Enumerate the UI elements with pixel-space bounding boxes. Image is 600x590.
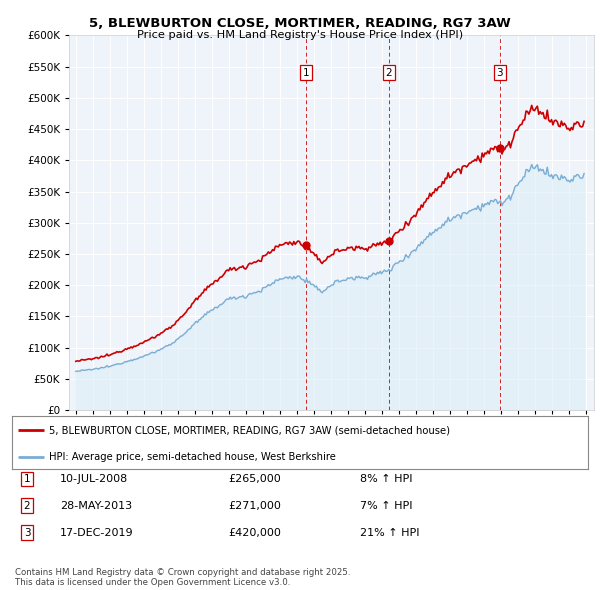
Text: 7% ↑ HPI: 7% ↑ HPI (360, 501, 413, 510)
Text: 1: 1 (23, 474, 31, 484)
Text: 3: 3 (497, 68, 503, 78)
Text: Price paid vs. HM Land Registry's House Price Index (HPI): Price paid vs. HM Land Registry's House … (137, 30, 463, 40)
Text: 5, BLEWBURTON CLOSE, MORTIMER, READING, RG7 3AW: 5, BLEWBURTON CLOSE, MORTIMER, READING, … (89, 17, 511, 30)
Text: 1: 1 (302, 68, 309, 78)
Text: 28-MAY-2013: 28-MAY-2013 (60, 501, 132, 510)
Text: 8% ↑ HPI: 8% ↑ HPI (360, 474, 413, 484)
Text: 21% ↑ HPI: 21% ↑ HPI (360, 528, 419, 537)
Text: 5, BLEWBURTON CLOSE, MORTIMER, READING, RG7 3AW (semi-detached house): 5, BLEWBURTON CLOSE, MORTIMER, READING, … (49, 425, 451, 435)
Text: 10-JUL-2008: 10-JUL-2008 (60, 474, 128, 484)
Text: 3: 3 (23, 528, 31, 537)
Text: 17-DEC-2019: 17-DEC-2019 (60, 528, 134, 537)
Text: £271,000: £271,000 (228, 501, 281, 510)
Text: 2: 2 (385, 68, 392, 78)
Text: £420,000: £420,000 (228, 528, 281, 537)
Text: HPI: Average price, semi-detached house, West Berkshire: HPI: Average price, semi-detached house,… (49, 453, 337, 463)
Text: Contains HM Land Registry data © Crown copyright and database right 2025.
This d: Contains HM Land Registry data © Crown c… (15, 568, 350, 587)
Text: 2: 2 (23, 501, 31, 510)
Text: £265,000: £265,000 (228, 474, 281, 484)
